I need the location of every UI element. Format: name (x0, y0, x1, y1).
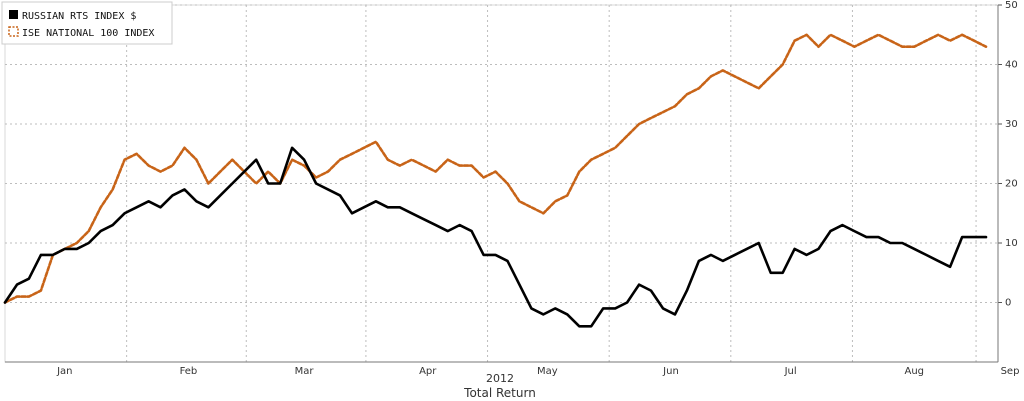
x-tick-label: May (537, 366, 558, 377)
x-axis-year-label: 2012 (486, 372, 514, 385)
y-tick-label: 30 (1005, 119, 1018, 130)
y-tick-label: 20 (1005, 179, 1018, 190)
legend: RUSSIAN RTS INDEX $ ISE NATIONAL 100 IND… (1, 1, 173, 45)
y-tick-label: 0 (1005, 298, 1011, 309)
series-line-rts (3, 146, 988, 328)
series-lines (3, 33, 988, 328)
y-tick-label: 10 (1005, 238, 1018, 249)
legend-label-ise: ISE NATIONAL 100 INDEX (22, 28, 154, 39)
legend-swatch-ise (8, 26, 19, 37)
legend-box (1, 1, 173, 45)
legend-label-rts: RUSSIAN RTS INDEX $ (22, 11, 136, 22)
y-tick-label: 40 (1005, 60, 1018, 71)
chart-caption: Total Return (463, 386, 536, 400)
x-tick-label: Mar (295, 366, 315, 377)
x-tick-label: Aug (904, 366, 924, 377)
grid (4, 4, 999, 363)
x-tick-label: Jun (662, 366, 679, 377)
series-line-ise (3, 33, 988, 304)
x-tick-label: Jan (56, 366, 72, 377)
x-tick-label: Feb (180, 366, 198, 377)
x-tick-label: Sep (1001, 366, 1020, 377)
x-tick-label: Apr (419, 366, 437, 377)
x-tick-label: Jul (784, 366, 797, 377)
axes: 0 10 20 30 40 50 Jan Feb Mar Apr May Jun Jul Aug Sep (5, 0, 1019, 377)
y-tick-label: 50 (1005, 0, 1018, 11)
legend-swatch-rts (9, 10, 18, 19)
